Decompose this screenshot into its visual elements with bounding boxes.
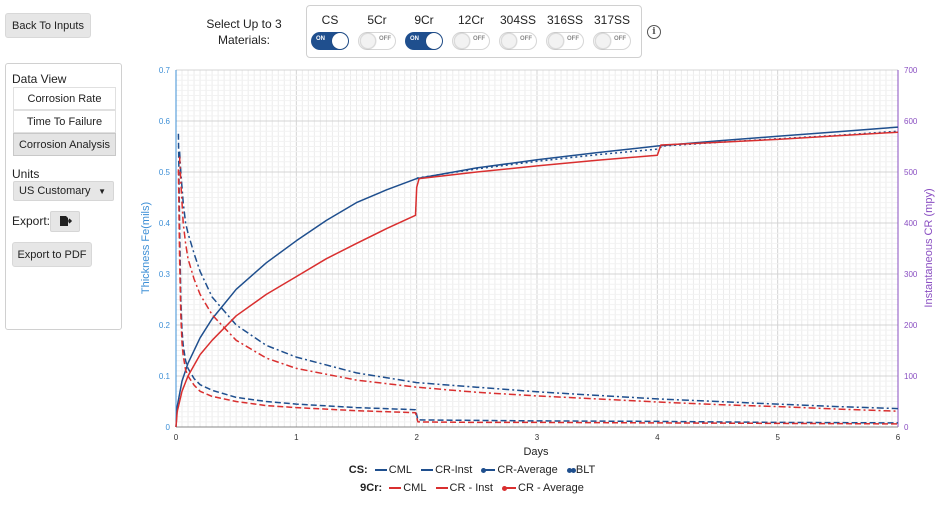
material-toggle-9cr[interactable]: ON [405, 32, 443, 50]
series-9cr-cr-average[interactable] [178, 156, 899, 412]
legend-item[interactable]: CR-Average [481, 464, 558, 476]
y-right-tick-label: 500 [904, 168, 918, 177]
export-label: Export: [12, 214, 51, 228]
left-axis-title: Thickness Fe(mils) [140, 202, 152, 294]
export-icon [60, 216, 73, 226]
series-9cr-cml[interactable] [175, 131, 899, 428]
legend-item[interactable]: CR - Average [502, 482, 584, 494]
view-corrosion-analysis-button[interactable]: Corrosion Analysis [13, 133, 116, 156]
legend-9cr: 9Cr: CML CR - Inst CR - Average [360, 482, 584, 494]
chart-grid [176, 69, 898, 427]
material-cs: CS ON [307, 12, 353, 50]
materials-panel: CS ON 5Cr OFF 9Cr ON 12Cr OFF 304SS OFF … [306, 5, 642, 58]
y-left-tick-label: 0.6 [159, 117, 171, 126]
units-title: Units [12, 167, 40, 181]
y-left-tick-label: 0.4 [159, 219, 171, 228]
y-left-tick-label: 0.5 [159, 168, 171, 177]
view-corrosion-rate-button[interactable]: Corrosion Rate [13, 87, 116, 110]
y-right-tick-label: 400 [904, 219, 918, 228]
material-304ss: 304SS OFF [495, 12, 541, 50]
x-tick-label: 5 [775, 433, 780, 442]
material-5cr: 5Cr OFF [354, 12, 400, 50]
y-left-tick-label: 0.3 [159, 270, 171, 279]
y-right-tick-label: 300 [904, 270, 918, 279]
legend-item[interactable]: CR-Inst [421, 464, 472, 476]
material-toggle-304ss[interactable]: OFF [499, 32, 537, 50]
legend-cs: CS: CML CR-Inst CR-Average BLT [348, 464, 596, 476]
units-select[interactable]: US Customary ▼ [13, 181, 114, 201]
data-view-title: Data View [12, 72, 67, 86]
x-tick-label: 0 [174, 433, 179, 442]
select-materials-label: Select Up to 3 Materials: [206, 17, 282, 47]
legend-item[interactable]: CML [389, 482, 426, 494]
material-317ss: 317SS OFF [589, 12, 635, 50]
export-button[interactable] [50, 211, 80, 232]
caret-down-icon: ▼ [98, 187, 106, 196]
material-toggle-cs[interactable]: ON [311, 32, 349, 50]
y-left-tick-label: 0 [166, 423, 171, 432]
x-tick-label: 1 [294, 433, 299, 442]
x-tick-label: 4 [655, 433, 660, 442]
y-left-tick-label: 0.2 [159, 321, 171, 330]
back-to-inputs-button[interactable]: Back To Inputs [5, 13, 91, 38]
material-12cr: 12Cr OFF [448, 12, 494, 50]
x-axis-title: Days [523, 446, 549, 458]
x-tick-label: 2 [414, 433, 419, 442]
material-toggle-317ss[interactable]: OFF [593, 32, 631, 50]
y-left-tick-label: 0.1 [159, 372, 171, 381]
axis-ticks: 0 1 2 3 4 5 600.10.20.30.40.50.60.701002003004… [159, 66, 918, 442]
y-right-tick-label: 0 [904, 423, 909, 432]
y-right-tick-label: 600 [904, 117, 918, 126]
y-left-tick-label: 0.7 [159, 66, 171, 75]
export-to-pdf-button[interactable]: Export to PDF [12, 242, 92, 267]
view-time-to-failure-button[interactable]: Time To Failure [13, 110, 116, 133]
y-right-tick-label: 100 [904, 372, 918, 381]
material-toggle-316ss[interactable]: OFF [546, 32, 584, 50]
right-axis-title: Instantaneous CR (mpy) [923, 188, 935, 307]
x-tick-label: 6 [896, 433, 901, 442]
legend-item[interactable]: CML [374, 464, 412, 476]
y-right-tick-label: 700 [904, 66, 918, 75]
material-316ss: 316SS OFF [542, 12, 588, 50]
material-toggle-12cr[interactable]: OFF [452, 32, 490, 50]
x-tick-label: 3 [535, 433, 540, 442]
info-icon[interactable]: i [647, 25, 661, 39]
series-cs-cr-average[interactable] [178, 151, 899, 410]
series-9cr-cr-inst[interactable] [177, 169, 899, 425]
material-9cr: 9Cr ON [401, 12, 447, 50]
material-toggle-5cr[interactable]: OFF [358, 32, 396, 50]
legend-item[interactable]: CR - Inst [435, 482, 493, 494]
legend-item[interactable]: BLT [566, 464, 595, 476]
y-right-tick-label: 200 [904, 321, 918, 330]
chart-series [175, 126, 899, 428]
sidebar-panel: Data View Corrosion Rate Time To Failure… [5, 63, 122, 330]
